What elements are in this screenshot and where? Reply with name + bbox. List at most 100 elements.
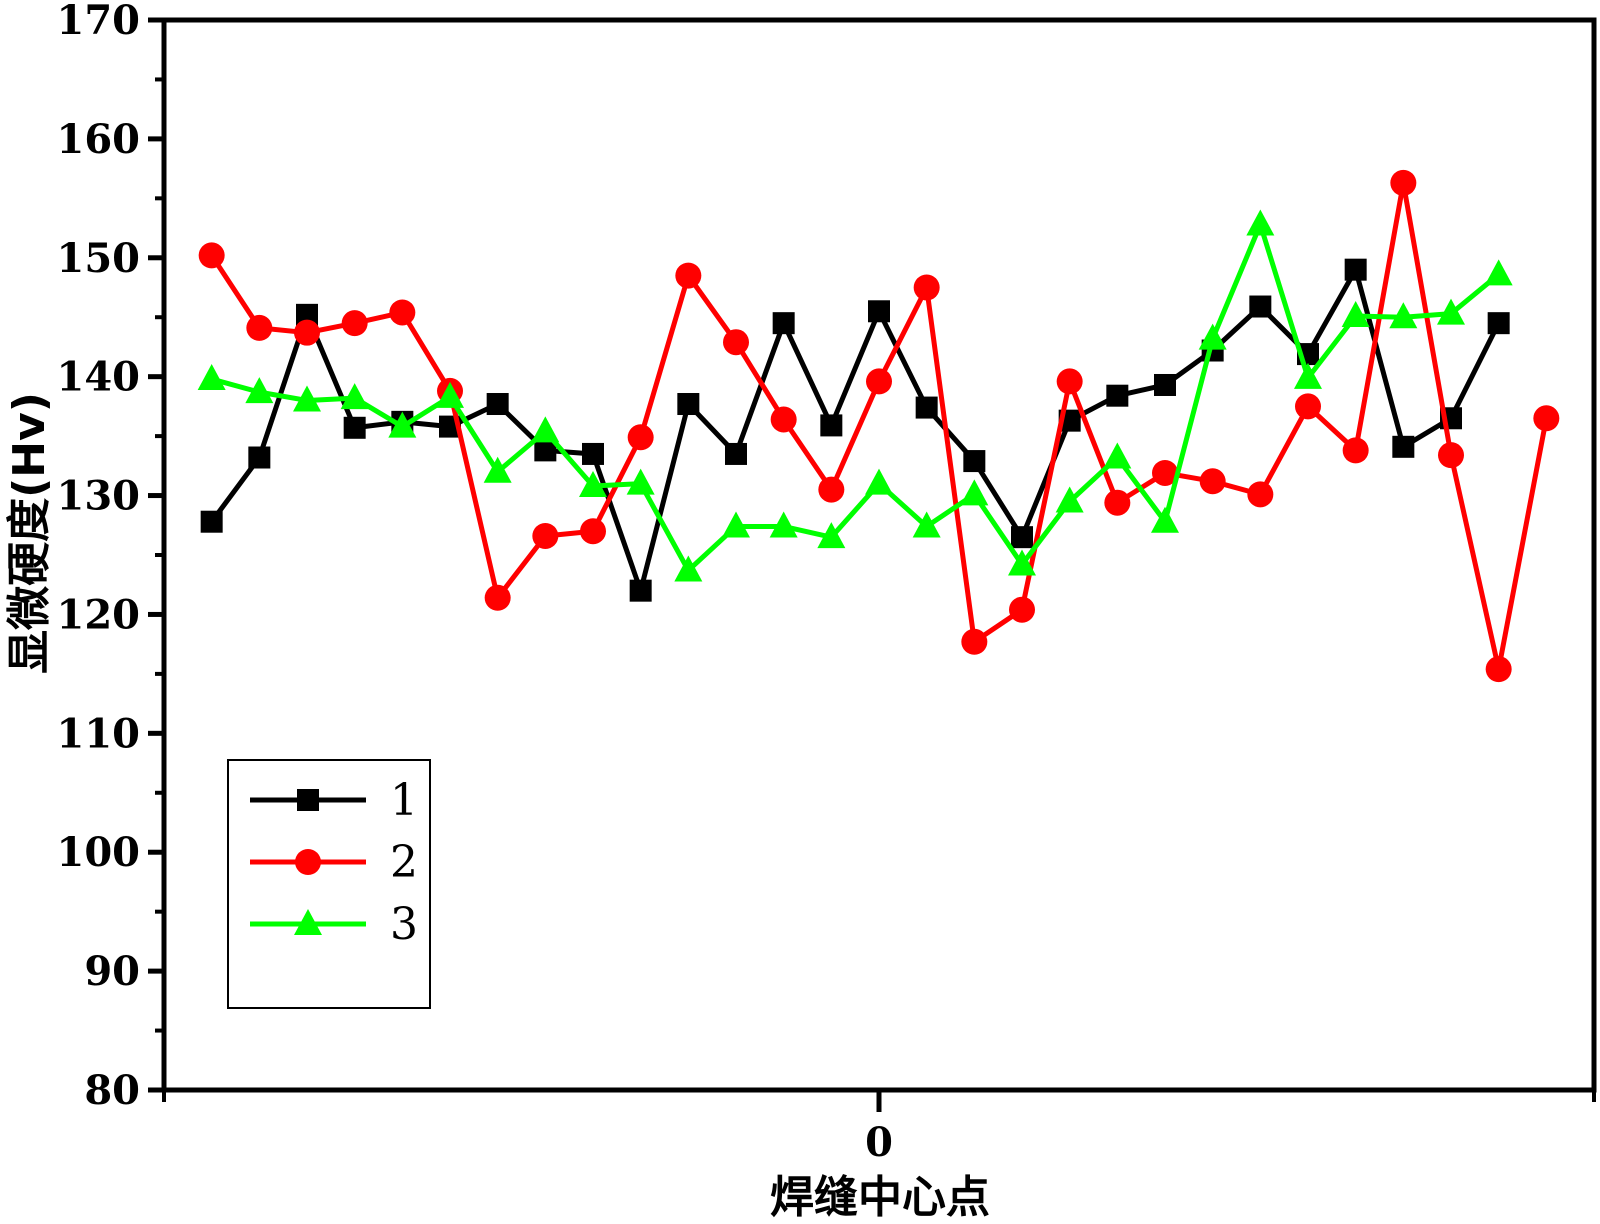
legend-label: 2 <box>390 837 418 888</box>
series-2-point <box>389 299 416 326</box>
series-3-point <box>293 385 321 412</box>
legend: 1 2 3 <box>227 759 431 1009</box>
y-tick-label: 100 <box>57 829 141 876</box>
series-2 <box>198 169 1560 683</box>
y-tick-label: 170 <box>57 0 141 44</box>
y-tick-label: 160 <box>57 116 141 163</box>
series-3-point <box>674 555 703 582</box>
series-1-point <box>1487 312 1510 335</box>
legend-label: 3 <box>390 899 418 950</box>
series-3-point <box>340 383 369 410</box>
series-2-point <box>580 518 606 545</box>
y-tick-label: 140 <box>57 354 141 401</box>
legend-marker <box>294 909 322 935</box>
series-2-point <box>294 319 320 346</box>
series-1-point <box>1106 384 1129 407</box>
series-1-point <box>868 300 890 323</box>
series-1-point <box>820 414 843 437</box>
series-3 <box>197 209 1513 582</box>
series-2-point <box>532 522 559 549</box>
series-3-point <box>1294 362 1322 389</box>
legend-entry-3: 3 <box>250 899 418 950</box>
series-3-point <box>197 364 226 391</box>
series-1-point <box>200 510 223 533</box>
series-1-point <box>1392 435 1415 458</box>
x-tick-label: 0 <box>865 1119 893 1166</box>
series-1-point <box>343 416 366 439</box>
series-2-point <box>1390 169 1417 196</box>
series-3-point <box>1151 506 1179 533</box>
series-3-point <box>1103 442 1132 469</box>
y-tick-label: 120 <box>57 591 141 638</box>
series-2-point <box>1342 437 1369 464</box>
legend-entry-1: 1 <box>250 775 418 826</box>
series-2-point <box>913 274 940 301</box>
series-3-point <box>579 471 607 498</box>
series-3-point <box>1341 301 1370 328</box>
x-axis-title: 焊缝中心点 <box>770 1172 990 1223</box>
series-3-point <box>1246 209 1275 236</box>
series-3-point <box>1389 302 1418 329</box>
legend-label: 1 <box>390 775 418 826</box>
y-tick-label: 110 <box>57 710 141 757</box>
series-1-point <box>582 442 604 465</box>
series-2-point <box>675 262 702 289</box>
series-2-point <box>866 368 892 395</box>
y-tick-label: 80 <box>84 1067 140 1114</box>
series-3-point <box>1055 486 1084 513</box>
series-3-point <box>483 456 512 483</box>
series-2-point <box>1247 481 1274 508</box>
legend-marker <box>295 849 321 875</box>
series-1-point <box>1249 295 1272 318</box>
series-3-point <box>1198 323 1227 350</box>
series-2-point <box>770 406 797 433</box>
series-2-point <box>627 424 654 451</box>
series-2-point <box>961 628 988 655</box>
y-tick-label: 90 <box>84 948 140 995</box>
series-3-point <box>436 381 464 408</box>
series-3-point <box>531 416 560 443</box>
series-1-point <box>1011 526 1033 549</box>
series-3-point <box>626 468 655 495</box>
series-2-point <box>1485 656 1512 683</box>
series-1-point <box>725 442 747 465</box>
series-2-point <box>1199 468 1226 495</box>
series-3-line <box>211 221 1501 573</box>
series-1-point <box>296 303 318 326</box>
series-2-point <box>484 584 511 611</box>
series-3-point <box>1437 298 1465 325</box>
series-1-point <box>486 393 509 416</box>
series-2-point <box>1056 368 1083 395</box>
x-axis-ticks: 0 <box>162 1090 1596 1166</box>
series-2-point <box>1009 596 1035 623</box>
series-1-point <box>772 312 795 335</box>
plot-area <box>197 169 1560 683</box>
series-3-point <box>388 411 417 438</box>
series-1-point <box>1344 258 1367 281</box>
series-1-point <box>248 446 271 469</box>
series-3-point <box>865 468 893 495</box>
series-3-point <box>960 479 989 506</box>
series-2-point <box>246 314 273 341</box>
series-2-point <box>198 242 225 269</box>
y-axis-title: 显微硬度(Hv) <box>4 392 55 674</box>
series-1-point <box>963 450 986 473</box>
series-3-point <box>1484 259 1513 286</box>
series-1-point <box>629 579 652 602</box>
series-2-point <box>818 476 845 503</box>
y-tick-label: 130 <box>57 473 141 520</box>
series-2-point <box>1104 489 1131 516</box>
series-2-point <box>1438 442 1464 469</box>
legend-marker <box>297 789 319 811</box>
series-3-point <box>1008 549 1036 576</box>
series-3-point <box>722 511 750 538</box>
y-tick-label: 150 <box>57 235 141 282</box>
series-1-point <box>1154 373 1176 396</box>
y-axis-ticks: 80 90 100 110 120 130 140 150 160 170 <box>57 0 164 1114</box>
series-2-point <box>341 310 368 337</box>
series-2-point <box>1152 459 1178 486</box>
series-2-point <box>723 329 749 356</box>
legend-entry-2: 2 <box>250 837 418 888</box>
series-2-point <box>1295 393 1321 420</box>
series-1-line <box>209 267 1501 594</box>
